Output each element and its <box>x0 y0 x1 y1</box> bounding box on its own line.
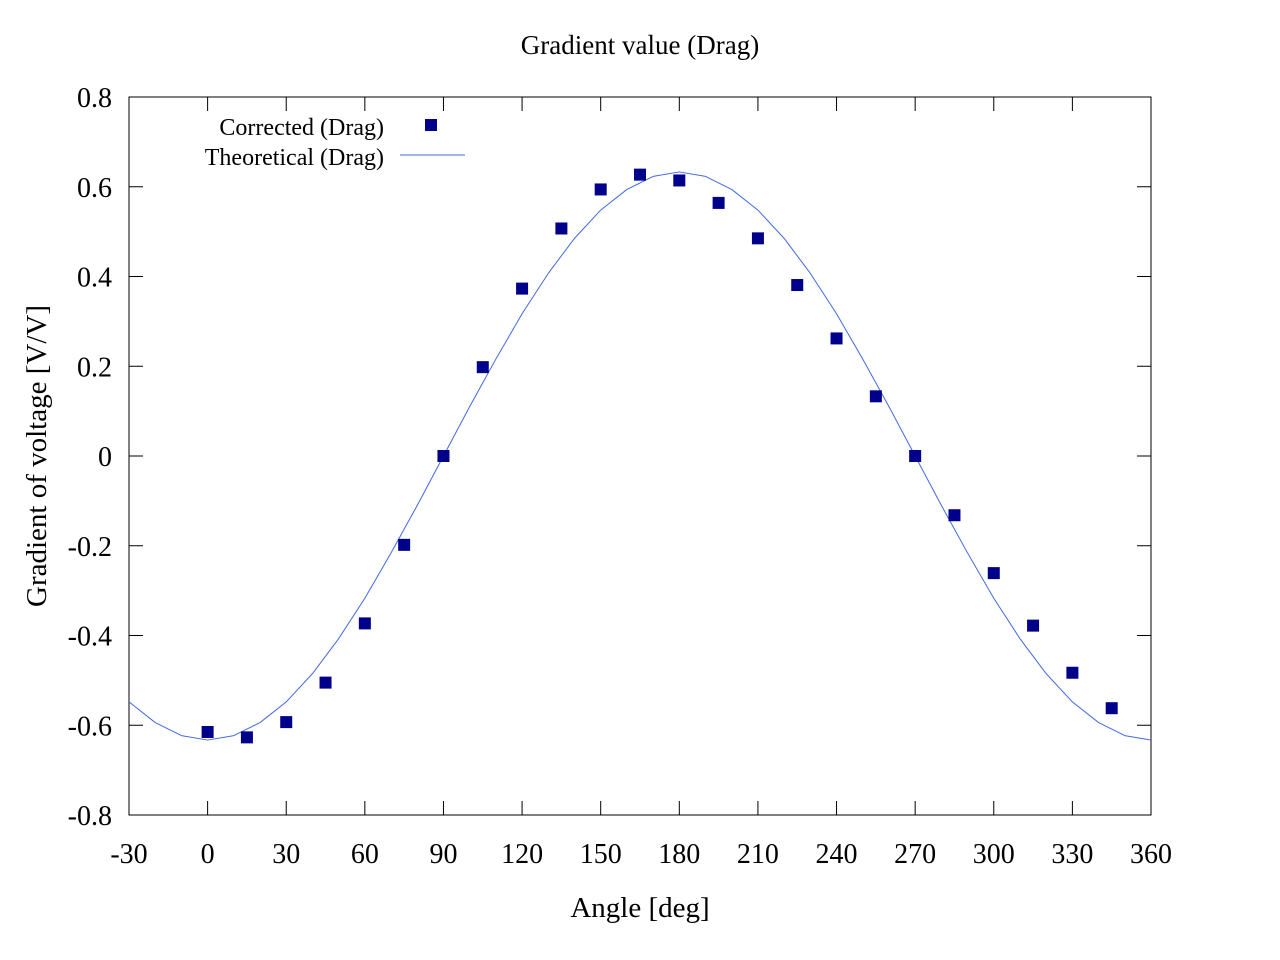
x-tick-label: -30 <box>110 839 147 870</box>
data-point <box>319 676 332 689</box>
x-tick-label: 120 <box>501 839 543 870</box>
x-tick-label: 210 <box>737 839 779 870</box>
data-point <box>437 450 450 462</box>
legend-marker-corrected <box>425 119 437 131</box>
x-tick-label: 180 <box>658 839 700 870</box>
y-tick-label: -0.4 <box>68 622 112 653</box>
data-point <box>712 196 725 209</box>
data-point <box>240 731 253 744</box>
x-tick-label: 300 <box>973 839 1015 870</box>
x-tick-labels: -30 0 30 60 90 120 150 180 210 240 270 300 330 360 <box>110 839 1172 870</box>
data-point <box>1066 666 1079 679</box>
y-tick-label: -0.8 <box>68 801 112 832</box>
data-point <box>201 725 214 738</box>
y-tick-label: 0.8 <box>77 83 112 114</box>
y-tick-label: 0.2 <box>77 352 112 383</box>
data-point <box>1027 619 1040 632</box>
data-point <box>398 538 411 551</box>
data-point <box>476 361 489 374</box>
y-tick-label: 0 <box>98 442 112 473</box>
x-tick-label: 240 <box>816 839 858 870</box>
axis-ticks <box>128 96 1152 816</box>
data-point <box>358 617 371 630</box>
x-tick-label: 360 <box>1130 839 1172 870</box>
x-axis-label: Angle [deg] <box>570 892 709 924</box>
x-tick-label: 30 <box>272 839 300 870</box>
y-tick-labels: -0.8 -0.6 -0.4 -0.2 0 0.2 0.4 0.6 0.8 <box>68 83 112 832</box>
y-axis-label: Gradient of voltage [V/V] <box>21 305 53 607</box>
x-tick-label: 270 <box>894 839 936 870</box>
data-point <box>594 183 607 196</box>
legend-label-theoretical: Theoretical (Drag) <box>205 145 384 171</box>
data-point <box>948 509 961 522</box>
data-point <box>280 716 293 729</box>
data-point <box>987 567 1000 580</box>
y-tick-label: 0.4 <box>77 263 112 294</box>
data-point <box>634 168 646 181</box>
chart-title: Gradient value (Drag) <box>521 30 759 60</box>
data-point <box>791 279 804 292</box>
y-tick-label: -0.6 <box>68 711 112 742</box>
y-tick-label: 0.6 <box>77 173 112 204</box>
y-tick-label: -0.2 <box>68 532 112 563</box>
plot-content <box>128 168 1152 744</box>
legend: Corrected (Drag) Theoretical (Drag) <box>205 115 465 171</box>
x-tick-label: 0 <box>201 839 215 870</box>
data-point <box>830 332 843 345</box>
data-point <box>1105 702 1118 715</box>
x-tick-label: 150 <box>580 839 622 870</box>
x-tick-label: 60 <box>351 839 379 870</box>
data-point <box>909 450 922 462</box>
plot-area <box>128 96 1152 816</box>
data-point <box>869 390 882 403</box>
x-tick-label: 330 <box>1051 839 1093 870</box>
legend-label-corrected: Corrected (Drag) <box>219 115 384 141</box>
data-point <box>516 282 529 295</box>
x-tick-label: 90 <box>429 839 457 870</box>
data-point <box>555 222 568 235</box>
theoretical-curve <box>128 171 1152 741</box>
data-point <box>673 174 686 187</box>
data-point <box>751 232 764 245</box>
